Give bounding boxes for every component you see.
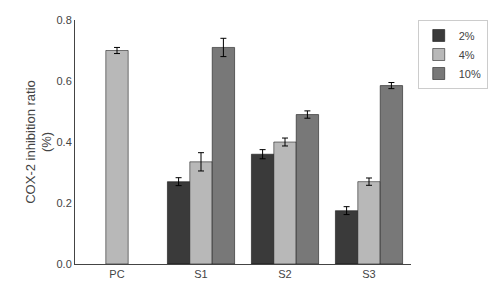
svg-text:0.2: 0.2 xyxy=(57,197,72,209)
svg-text:10%: 10% xyxy=(459,68,481,80)
svg-text:4%: 4% xyxy=(459,49,475,61)
svg-text:0.8: 0.8 xyxy=(57,14,72,26)
svg-text:0.4: 0.4 xyxy=(57,136,72,148)
svg-text:S1: S1 xyxy=(194,268,207,280)
svg-text:2%: 2% xyxy=(459,30,475,42)
svg-text:0.6: 0.6 xyxy=(57,75,72,87)
svg-text:S2: S2 xyxy=(278,268,291,280)
svg-text:0.0: 0.0 xyxy=(57,258,72,270)
svg-text:PC: PC xyxy=(109,268,124,280)
svg-text:S3: S3 xyxy=(362,268,375,280)
svg-text:COX-2 inhibition ratio(%): COX-2 inhibition ratio(%) xyxy=(23,80,55,204)
